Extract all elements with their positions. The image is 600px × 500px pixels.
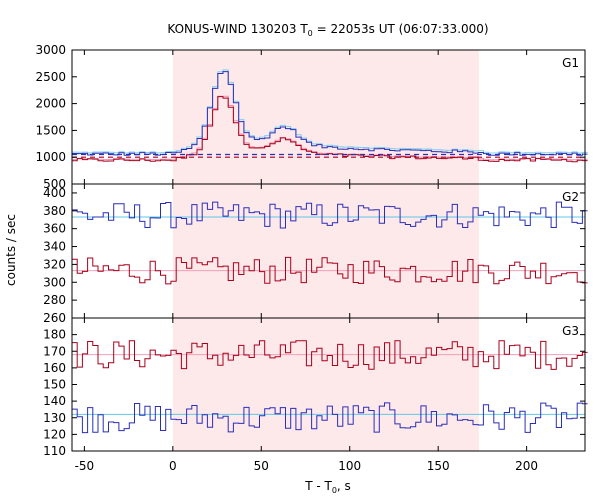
panel-g3-red-step <box>72 340 588 370</box>
y-tick-label: 170 <box>43 344 66 358</box>
x-tick-label: 100 <box>338 459 361 473</box>
y-tick-label: 500 <box>43 177 66 191</box>
g1-red-step <box>72 96 588 163</box>
y-axis-label: counts / sec <box>4 214 18 286</box>
panel-g2-blue-step <box>72 201 588 229</box>
x-tick-label: 0 <box>169 459 177 473</box>
plot-layer: 50010001500200025003000G1260280300320340… <box>35 43 588 473</box>
y-tick-label: 110 <box>43 444 66 458</box>
y-tick-label: 160 <box>43 361 66 375</box>
y-tick-label: 260 <box>43 311 66 325</box>
x-tick-label: -50 <box>75 459 95 473</box>
chart-title-sub: 0 <box>308 29 313 38</box>
x-axis-label-rest: , s <box>337 479 351 493</box>
y-tick-label: 320 <box>43 257 66 271</box>
g1-blue-step <box>72 71 588 156</box>
x-tick-label: 50 <box>254 459 269 473</box>
y-tick-label: 2000 <box>35 97 66 111</box>
x-axis-label-sub: 0 <box>332 486 337 495</box>
y-tick-label: 400 <box>43 186 66 200</box>
y-tick-label: 2500 <box>35 70 66 84</box>
y-tick-label: 3000 <box>35 43 66 57</box>
y-tick-label: 130 <box>43 411 66 425</box>
y-tick-label: 380 <box>43 204 66 218</box>
x-axis-label-main: T - T <box>304 479 332 493</box>
y-tick-label: 1500 <box>35 123 66 137</box>
y-tick-label: 140 <box>43 394 66 408</box>
x-axis-label: T - T0, s <box>304 479 351 495</box>
y-tick-label: 1000 <box>35 150 66 164</box>
x-tick-label: 200 <box>515 459 538 473</box>
g1-lightblue-step <box>72 69 588 154</box>
y-tick-label: 300 <box>43 275 66 289</box>
y-tick-label: 120 <box>43 427 66 441</box>
y-tick-label: 360 <box>43 222 66 236</box>
panel-label: G1 <box>562 56 579 70</box>
panel-g2: 260 280 300 320 340 360 380 400 G2 <box>43 183 588 325</box>
y-tick-label: 340 <box>43 240 66 254</box>
x-tick-label: 150 <box>427 459 450 473</box>
panel-g2-red-step <box>72 256 588 285</box>
panel-g1: 500 1000 1500 2000 2500 3000 G1 <box>35 43 588 191</box>
panel-g3-blue-step <box>72 402 588 434</box>
chart-title-main: KONUS-WIND 130203 T <box>167 22 308 36</box>
y-tick-label: 180 <box>43 328 66 342</box>
panel-g3: 110 120 130 140 150 160 170 180 G3 <box>43 317 588 458</box>
y-tick-label: 280 <box>43 293 66 307</box>
highlight-interval <box>172 50 479 451</box>
panel-label: G3 <box>562 324 579 338</box>
panel-label: G2 <box>562 190 579 204</box>
chart-title-rest: = 22053s UT (06:07:33.000) <box>313 22 489 36</box>
y-tick-label: 150 <box>43 378 66 392</box>
chart-title: KONUS-WIND 130203 T0 = 22053s UT (06:07:… <box>167 22 488 38</box>
